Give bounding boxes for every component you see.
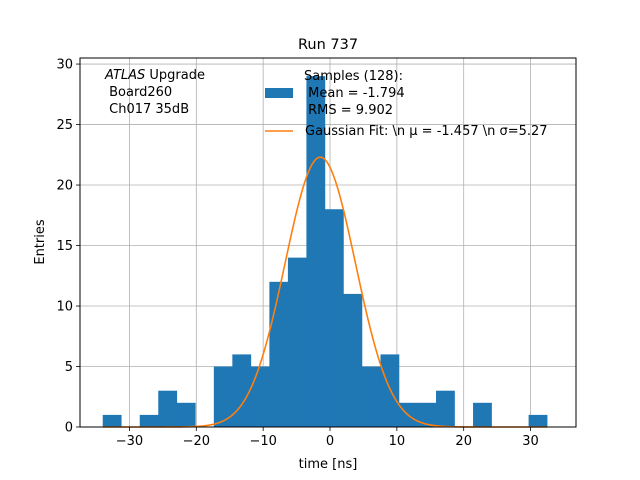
histogram-bar xyxy=(306,76,326,428)
histogram-bar xyxy=(417,402,437,427)
histogram-bar xyxy=(176,402,196,427)
x-tick-label: 30 xyxy=(522,434,539,449)
x-tick-label: −20 xyxy=(183,434,210,449)
histogram-bar xyxy=(102,414,122,427)
annotation-text: ATLAS Upgrade Board260 Ch017 35dB xyxy=(104,68,205,117)
y-tick-label: 10 xyxy=(56,300,73,315)
histogram-bar xyxy=(269,281,289,427)
annotation-experiment-suffix: Upgrade xyxy=(145,68,205,83)
x-tick-label: 10 xyxy=(389,434,406,449)
y-axis-ticks: 0 5 10 15 20 25 30 xyxy=(56,58,80,436)
legend: Samples (128): Mean = -1.794 RMS = 9.902… xyxy=(265,69,548,139)
histogram-bar xyxy=(250,366,270,427)
legend-samples-line-3: RMS = 9.902 xyxy=(304,103,393,118)
annotation-line-1: ATLAS Upgrade xyxy=(104,68,205,83)
annotation-line-2: Board260 xyxy=(105,85,172,100)
histogram-bar xyxy=(528,414,548,427)
plot-frame xyxy=(79,57,577,428)
grid-lines xyxy=(80,58,576,428)
histogram-bar xyxy=(324,209,344,427)
histogram-bars xyxy=(102,76,548,428)
histogram-bar xyxy=(287,257,307,427)
histogram-bar xyxy=(361,366,381,427)
x-tick-label: −10 xyxy=(249,434,276,449)
annotation-experiment: ATLAS xyxy=(104,68,145,83)
histogram-bar xyxy=(232,354,252,427)
y-tick-label: 30 xyxy=(56,58,73,73)
legend-samples-line-1: Samples (128): xyxy=(304,69,403,84)
histogram-bar xyxy=(436,390,455,427)
legend-fit-label: Gaussian Fit: \n μ = -1.457 \n σ=5.27 xyxy=(305,124,548,139)
histogram-bar xyxy=(473,402,492,427)
legend-samples-line-2: Mean = -1.794 xyxy=(304,86,405,101)
y-tick-label: 15 xyxy=(56,239,73,254)
x-axis-label: time [ns] xyxy=(299,457,358,472)
histogram-bar xyxy=(380,354,400,427)
histogram-bar xyxy=(139,414,159,427)
x-tick-label: −30 xyxy=(116,434,143,449)
y-tick-label: 5 xyxy=(65,360,73,375)
y-tick-label: 0 xyxy=(65,421,73,436)
y-axis-label: Entries xyxy=(33,219,48,265)
histogram-bar xyxy=(158,390,178,427)
histogram-bar xyxy=(213,366,233,427)
y-tick-label: 20 xyxy=(56,179,73,194)
y-tick-label: 25 xyxy=(56,118,73,133)
x-tick-label: 0 xyxy=(326,434,334,449)
annotation-line-3: Ch017 35dB xyxy=(105,102,189,117)
histogram-bar xyxy=(343,293,363,427)
legend-patch-samples xyxy=(265,88,293,98)
x-axis-ticks: −30 −20 −10 0 10 20 30 xyxy=(116,427,539,449)
chart-title: Run 737 xyxy=(298,37,358,53)
x-tick-label: 20 xyxy=(455,434,472,449)
